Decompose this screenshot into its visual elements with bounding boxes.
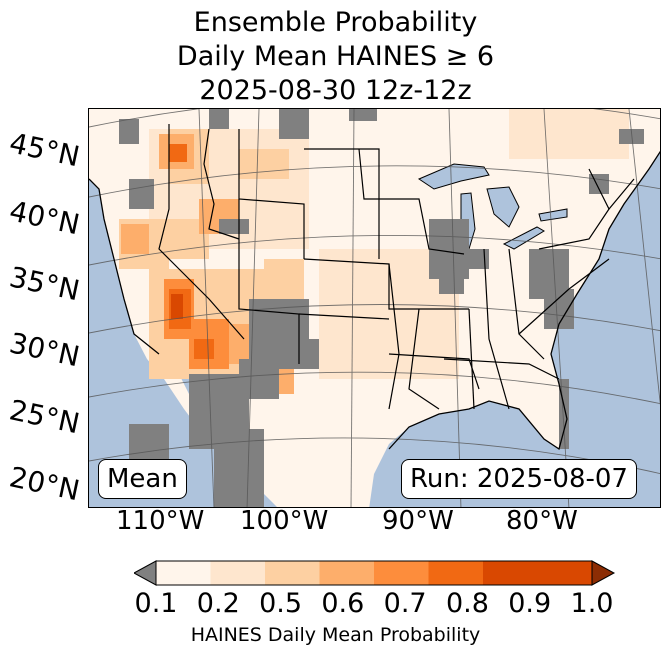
lat-label-35: 35°N <box>6 260 83 308</box>
lake-huron <box>486 186 520 228</box>
colorbar <box>134 560 616 586</box>
lon-label-80: 80°W <box>506 506 578 536</box>
colorbar-tick-label: 0.7 <box>383 588 427 619</box>
colorbar-frame <box>155 560 593 586</box>
lon-label-100: 100°W <box>240 506 329 536</box>
lat-label-25: 25°N <box>6 393 83 441</box>
colorbar-tick-label: 0.1 <box>134 588 178 619</box>
lat-label-45: 45°N <box>6 126 83 174</box>
title-line-2: Daily Mean HAINES ≥ 6 <box>176 41 495 72</box>
lake-superior <box>417 163 490 190</box>
map-svg <box>89 109 660 507</box>
colorbar-segment <box>483 561 538 585</box>
lake-erie <box>502 226 545 250</box>
colorbar-tick-label: 0.6 <box>321 588 365 619</box>
title-line-3: 2025-08-30 12z-12z <box>199 75 472 106</box>
colorbar-title: HAINES Daily Mean Probability <box>190 624 481 646</box>
colorbar-segment <box>428 561 484 585</box>
colorbar-segment <box>374 561 429 585</box>
run-label: Run: 2025-08-07 <box>401 459 637 499</box>
colorbar-tick-label: 1.0 <box>570 588 614 619</box>
colorbar-segment <box>265 561 320 585</box>
lon-label-110: 110°W <box>116 506 205 536</box>
colorbar-under-arrow <box>134 560 157 586</box>
lat-label-30: 30°N <box>6 326 83 374</box>
colorbar-segment <box>537 561 593 585</box>
atlantic-ocean <box>551 152 660 507</box>
colorbar-segment <box>319 561 375 585</box>
lon-label-90: 90°W <box>382 506 454 536</box>
coastline <box>89 150 660 451</box>
colorbar-segment <box>210 561 266 585</box>
state-borders <box>158 124 635 410</box>
graticule <box>89 109 660 507</box>
lat-label-20: 20°N <box>6 460 83 508</box>
mean-label: Mean <box>98 459 187 499</box>
colorbar-over-arrow <box>591 560 616 586</box>
lake-ontario <box>538 208 568 222</box>
colorbar-tick-label: 0.2 <box>196 588 240 619</box>
colorbar-tick-label: 0.8 <box>445 588 489 619</box>
pacific-coast-water <box>89 179 147 469</box>
colorbar-tick-label: 0.5 <box>259 588 303 619</box>
colorbar-tick-label: 0.9 <box>508 588 552 619</box>
colorbar-segment <box>156 561 211 585</box>
title-line-1: Ensemble Probability <box>193 7 478 38</box>
map-panel: Mean Run: 2025-08-07 <box>88 108 661 508</box>
lat-label-40: 40°N <box>6 194 83 242</box>
